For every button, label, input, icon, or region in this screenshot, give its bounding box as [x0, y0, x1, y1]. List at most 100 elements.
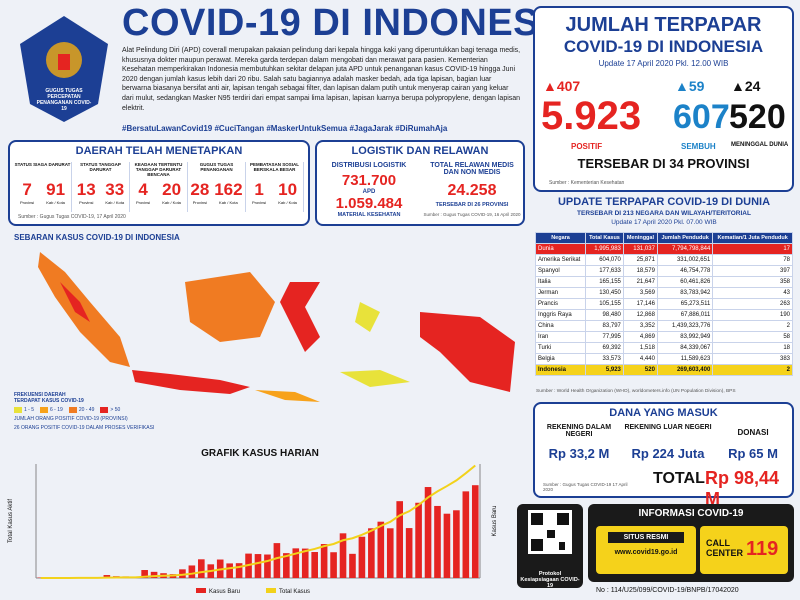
world-table-wrap: Negara Total Kasus Meninggal Jumlah Pendudu…	[534, 232, 793, 376]
region-values: 7 Provinsi 91 Kab / Kota	[14, 180, 71, 205]
table-row: Italia 165,155 21,647 60,461,826 358	[534, 276, 793, 288]
map	[38, 252, 515, 402]
table-cell: 5,923	[585, 364, 624, 376]
table-cell: Dunia	[534, 243, 587, 255]
table-cell: 358	[712, 276, 793, 288]
legend-label: 20 - 49	[78, 407, 95, 413]
bar	[453, 510, 460, 578]
bar	[471, 485, 479, 578]
call: CALL CENTER	[706, 538, 744, 558]
table-cell: 383	[712, 353, 793, 365]
call-box: CALL CENTER 119	[700, 526, 788, 574]
vol-label: TOTAL RELAWAN MEDIS DAN NON MEDIS	[430, 162, 514, 176]
logistics-title: LOGISTIK DAN RELAWAN	[351, 145, 489, 157]
table-cell: 78	[712, 254, 793, 266]
table-cell: 12,868	[622, 309, 658, 321]
table-cell: 77,995	[585, 331, 624, 343]
material: 1.059.484	[335, 195, 403, 212]
region-value: 4 Provinsi	[136, 180, 150, 205]
region-number: 7	[22, 180, 32, 199]
info-title: INFORMASI COVID-19	[638, 508, 744, 519]
legend-label: > 50	[110, 407, 121, 413]
total-label: TOTAL	[653, 470, 705, 487]
bar	[150, 571, 158, 578]
table-cell: 263	[712, 298, 793, 310]
table-cell: 3,352	[622, 320, 658, 332]
table-cell: 21,647	[622, 276, 658, 288]
table-cell: 1,439,323,776	[656, 320, 714, 332]
bar	[311, 552, 318, 578]
summary-title: COVID-19 DI INDONESIA	[563, 37, 764, 56]
qr-box: Protokol Kesiapsiagaan COVID-19	[517, 504, 583, 589]
table-cell: 18	[712, 342, 793, 354]
source: Sumber : Gugus Tugas COVID-19 17 April 2…	[543, 482, 628, 492]
legend-label: Total Kasus	[279, 589, 310, 595]
bar	[273, 543, 281, 578]
chart: Total Kasus Aktif Kasus Baru Kasus Baru Tot…	[8, 464, 498, 595]
volunteers: 24.258	[447, 182, 497, 199]
region-number: 1	[254, 180, 264, 199]
region-value: 91 Kab / Kota	[46, 180, 65, 205]
region-unit: Kab / Kota	[278, 200, 297, 205]
bar	[179, 569, 186, 578]
bar	[264, 554, 271, 578]
world-table: Negara Total Kasus Meninggal Jumlah Pendudu…	[534, 232, 793, 376]
material-label: MATERIAL KESEHATAN	[337, 212, 401, 218]
region-unit: Kab / Kota	[162, 200, 181, 205]
bar	[330, 552, 337, 578]
region-unit: Provinsi	[251, 200, 267, 205]
legend-label: 6 - 19	[50, 407, 63, 413]
table-cell: 397	[712, 265, 793, 277]
table-cell: 1,995,983	[585, 243, 624, 255]
region-number: 28	[190, 180, 210, 199]
table-row: China 83,797 3,352 1,439,323,776 2	[534, 320, 793, 332]
column-header: Negara	[534, 232, 587, 244]
region-values: 28 Provinsi 162 Kab / Kota	[188, 180, 245, 205]
bar	[415, 502, 422, 578]
dist-label: DISTRIBUSI LOGISTIK	[331, 162, 407, 169]
bar	[386, 528, 394, 578]
column-header: Total Kasus	[585, 232, 624, 244]
bar	[368, 528, 375, 578]
table-cell: China	[534, 320, 587, 332]
region-unit: Provinsi	[192, 200, 207, 205]
recovered-new: ▲59	[675, 78, 705, 94]
table-cell: 65,273,511	[656, 298, 714, 310]
bar	[443, 513, 451, 578]
table-cell: 331,002,651	[656, 254, 714, 266]
table-row: Turki 69,392 1,518 84,339,067 18	[534, 342, 793, 354]
summary-box: JUMLAH TERPAPAR COVID-19 DI INDONESIA Up…	[533, 6, 794, 192]
region-unit: Provinsi	[79, 200, 94, 205]
map-legend: FREKUENSI DAERAH TERDAPAT KASUS COVID-19…	[14, 392, 214, 431]
region-label: KEADAAN TERTENTU TANGGAP DARURAT BENCANA	[134, 162, 183, 177]
map-note: 26 ORANG POSITIF COVID-19 DALAM PROSES V…	[14, 425, 155, 431]
region-values: 4 Provinsi 20 Kab / Kota	[130, 180, 187, 205]
site-box: SITUS RESMI www.covid19.go.id	[596, 526, 696, 574]
funds-box: DANA YANG MASUK REKENING DALAM NEGERI Rp…	[533, 402, 794, 509]
map-title: SEBARAN KASUS COVID-19 DI INDONESIA	[14, 233, 180, 242]
table-cell: 131,037	[622, 243, 658, 255]
table-cell: 520	[622, 364, 658, 376]
regions-box: DAERAH TELAH MENETAPKAN STATUS SIAGA DAR…	[8, 140, 310, 226]
n: 59	[688, 78, 705, 94]
world-update: Update 17 April 2020 Pkl. 07.00 WIB	[611, 219, 717, 226]
legend-item: 6 - 19	[40, 407, 63, 413]
table-cell: 604,070	[585, 254, 624, 266]
region-unit: Provinsi	[135, 200, 151, 205]
table-cell: 33,573	[585, 353, 624, 365]
legend-swatch	[100, 407, 109, 413]
vol-spread: TERSEBAR DI 26 PROVINSI	[435, 202, 509, 208]
region-label: PEMBATASAN SOSIAL BERSKALA BESAR	[249, 162, 300, 172]
intro: Alat Pelindung Diri (APD) coverall merup…	[122, 47, 521, 112]
bar	[235, 563, 243, 578]
table-cell: Italia	[534, 276, 587, 288]
region-value: 162 Kab / Kota	[214, 180, 242, 205]
region-value: 7 Provinsi	[20, 180, 34, 205]
table-row: Jerman 130,450 3,569 83,783,942 43	[534, 287, 793, 299]
table-row: Prancis 105,155 17,146 65,273,511 263	[534, 298, 793, 310]
table-cell: Indonesia	[534, 364, 587, 376]
site: www.covid19.go.id	[614, 549, 678, 556]
regions-list: STATUS SIAGA DARURAT 7 Provinsi 91 Kab / Kot…	[14, 162, 304, 212]
source: Sumber : World Health Organization (WHO)…	[536, 389, 736, 394]
chart-title: GRAFIK KASUS HARIAN	[201, 448, 319, 459]
